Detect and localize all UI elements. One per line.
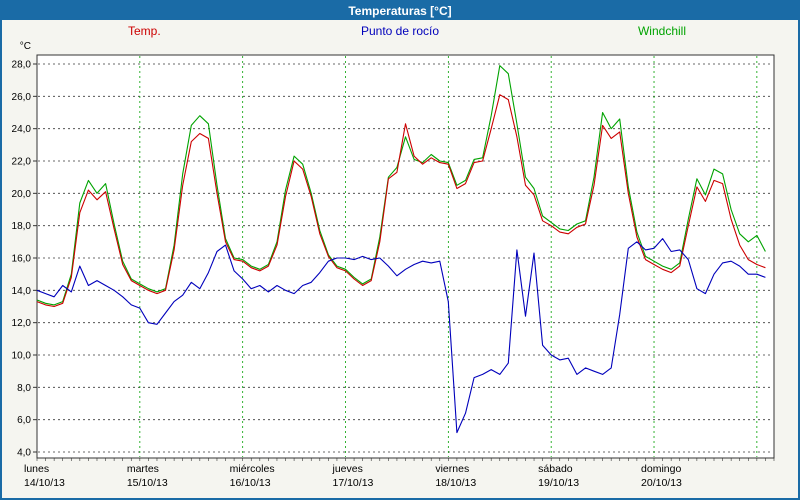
x-day-label: viernes bbox=[435, 463, 469, 475]
plot-area bbox=[36, 54, 775, 459]
y-tick-label: 18,0 bbox=[12, 221, 32, 232]
x-day-label: lunes bbox=[24, 463, 49, 475]
x-date-label: 18/10/13 bbox=[435, 477, 476, 489]
y-tick-label: 4,0 bbox=[17, 448, 31, 459]
y-axis-unit-label: °C bbox=[20, 41, 31, 52]
series-dew-line bbox=[36, 238, 766, 434]
x-day-label: martes bbox=[127, 463, 159, 475]
x-day-label: miércoles bbox=[230, 463, 275, 475]
y-tick-label: 20,0 bbox=[12, 189, 32, 200]
x-date-label: 14/10/13 bbox=[24, 477, 65, 489]
y-tick-label: 14,0 bbox=[12, 286, 32, 297]
legend-windchill: Windchill bbox=[637, 24, 686, 38]
x-day-label: jueves bbox=[332, 463, 363, 475]
y-tick-label: 26,0 bbox=[12, 92, 32, 103]
x-day-label: sábado bbox=[538, 463, 573, 475]
y-tick-label: 6,0 bbox=[17, 415, 31, 426]
x-date-label: 16/10/13 bbox=[230, 477, 271, 489]
y-tick-label: 24,0 bbox=[12, 124, 32, 135]
window-titlebar: Temperaturas [°C] bbox=[2, 2, 798, 20]
legend-temp: Temp. bbox=[128, 24, 161, 38]
x-date-label: 17/10/13 bbox=[333, 477, 374, 489]
y-tick-label: 22,0 bbox=[12, 157, 32, 168]
y-tick-label: 28,0 bbox=[12, 60, 32, 71]
x-date-label: 19/10/13 bbox=[538, 477, 579, 489]
x-day-label: domingo bbox=[641, 463, 681, 475]
y-tick-label: 10,0 bbox=[12, 351, 32, 362]
y-tick-label: 8,0 bbox=[17, 383, 31, 394]
window-title: Temperaturas [°C] bbox=[348, 4, 452, 18]
y-tick-label: 16,0 bbox=[12, 254, 32, 265]
series-temp-line bbox=[36, 94, 766, 308]
x-date-label: 15/10/13 bbox=[127, 477, 168, 489]
chart-legend: Temp. Punto de rocío Windchill bbox=[2, 24, 798, 40]
x-date-label: 20/10/13 bbox=[641, 477, 682, 489]
legend-dew-point: Punto de rocío bbox=[360, 24, 440, 38]
series-wind-line bbox=[36, 65, 766, 306]
y-tick-label: 12,0 bbox=[12, 318, 32, 329]
